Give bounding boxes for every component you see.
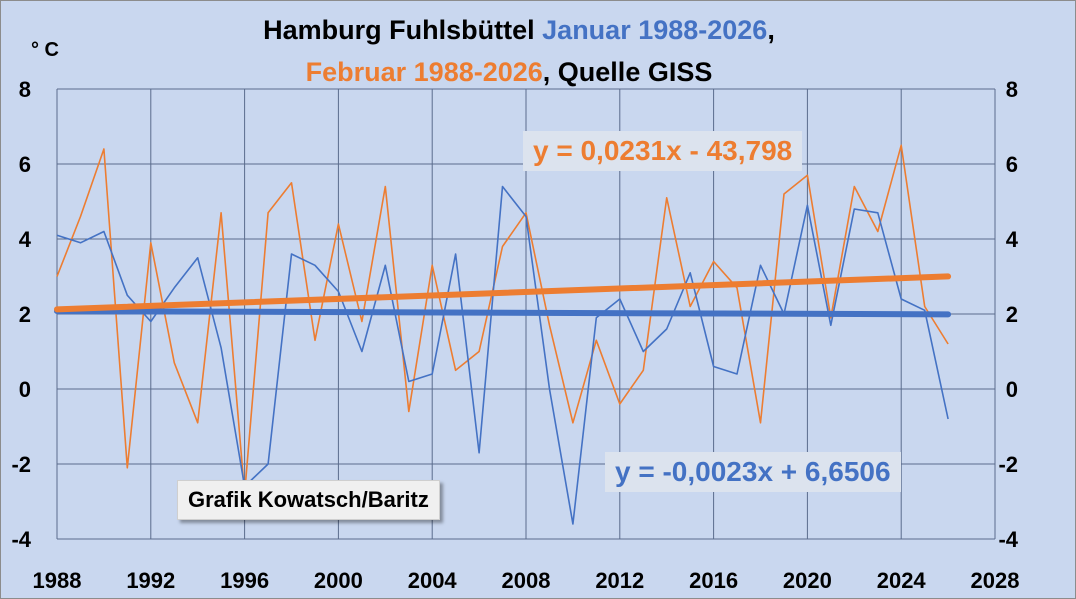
y-tick-label-left: 8 <box>19 77 31 102</box>
x-tick-label: 2008 <box>502 568 551 593</box>
x-tick-label: 2028 <box>971 568 1020 593</box>
y-tick-label-left: 4 <box>19 227 32 252</box>
x-tick-label: 1988 <box>33 568 82 593</box>
chart-title-line-1: Hamburg Fuhlsbüttel Januar 1988-2026, <box>263 15 775 45</box>
x-tick-label: 2016 <box>689 568 738 593</box>
y-tick-label-left: 2 <box>19 302 31 327</box>
trend-lines <box>54 273 952 318</box>
y-tick-label-right: 8 <box>1006 77 1018 102</box>
x-tick-label: 2000 <box>314 568 363 593</box>
x-tick-label: 2020 <box>783 568 832 593</box>
y-tick-label-right: -4 <box>998 527 1018 552</box>
januar-series-line <box>56 185 949 525</box>
y-tick-label-left: 0 <box>19 377 31 402</box>
y-tick-label-left: -2 <box>11 452 31 477</box>
y-tick-label-left: -4 <box>11 527 31 552</box>
x-tick-label: 1992 <box>126 568 175 593</box>
februar-trend-line <box>54 273 952 313</box>
x-tick-label: 2012 <box>595 568 644 593</box>
credit-label: Grafik Kowatsch/Baritz <box>177 480 440 520</box>
februar-series-line <box>56 144 949 495</box>
x-tick-label: 2004 <box>408 568 458 593</box>
series-lines <box>56 144 949 525</box>
y-axis-unit-label: ° C <box>31 39 59 61</box>
y-tick-label-right: 6 <box>1006 152 1018 177</box>
y-tick-label-right: 2 <box>1006 302 1018 327</box>
januar-trend-equation: y = -0,0023x + 6,6506 <box>605 452 901 492</box>
januar-trend-line <box>54 308 952 318</box>
x-tick-label: 1996 <box>220 568 269 593</box>
y-tick-label-right: 4 <box>1006 227 1019 252</box>
chart-title-line-2: Februar 1988-2026, Quelle GISS <box>305 57 713 87</box>
y-tick-label-right: 0 <box>1006 377 1018 402</box>
y-tick-label-left: 6 <box>19 152 31 177</box>
x-tick-label: 2024 <box>877 568 927 593</box>
januar-title-segment: Januar 1988-2026 <box>542 15 768 45</box>
tick-labels: 1988 1992 1996 2000 2004 2008 2012 2016 2020 2024… <box>11 77 1019 593</box>
februar-title-segment: Februar 1988-2026 <box>305 57 543 87</box>
y-tick-label-right: -2 <box>998 452 1018 477</box>
februar-trend-equation: y = 0,0231x - 43,798 <box>523 131 803 171</box>
